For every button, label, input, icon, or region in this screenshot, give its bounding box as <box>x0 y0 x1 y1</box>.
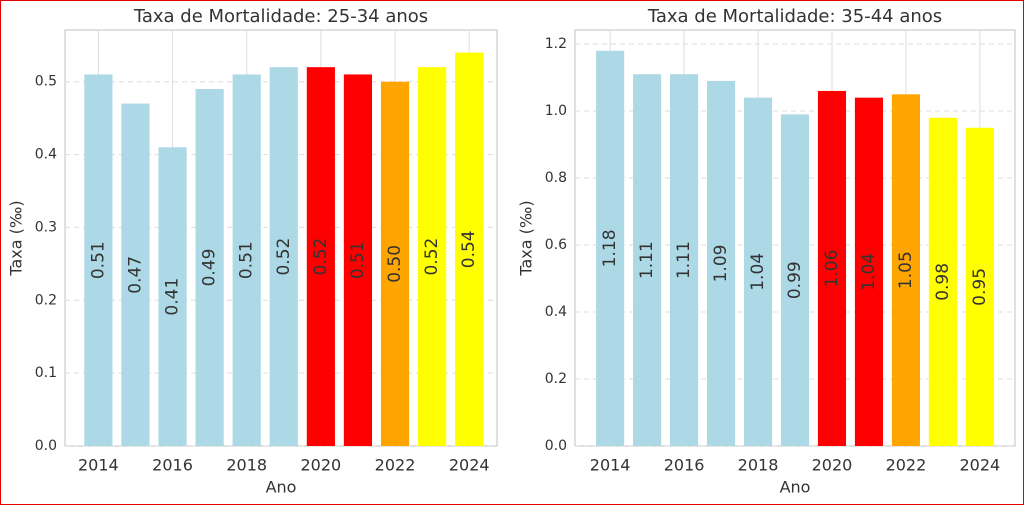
value-label: 0.52 <box>311 238 331 276</box>
y-axis-label: Taxa (‰) <box>7 200 26 276</box>
y-tick-label: 1.2 <box>545 36 567 52</box>
bar <box>121 103 150 446</box>
bar <box>343 74 373 446</box>
x-tick-label: 2014 <box>590 456 631 475</box>
y-tick-label: 0.3 <box>35 219 57 235</box>
value-label: 1.18 <box>600 229 620 267</box>
x-tick-label: 2020 <box>301 456 342 475</box>
value-label: 0.51 <box>237 241 257 279</box>
bar <box>633 74 662 447</box>
value-label: 1.09 <box>711 245 731 283</box>
value-label: 0.98 <box>933 263 953 301</box>
bar <box>306 67 335 446</box>
value-label: 0.52 <box>274 238 294 276</box>
x-tick-label: 2022 <box>375 456 416 475</box>
x-tick-label: 2018 <box>226 456 267 475</box>
bar <box>965 127 994 447</box>
value-label: 0.51 <box>348 241 368 279</box>
bar <box>232 74 261 446</box>
bar <box>380 81 410 446</box>
bar <box>707 80 736 446</box>
bar <box>84 74 113 446</box>
y-tick-label: 0.0 <box>545 438 567 454</box>
y-tick-label: 1.0 <box>545 103 567 119</box>
value-label: 0.99 <box>785 261 805 299</box>
value-label: 1.11 <box>674 241 694 279</box>
bar <box>158 147 187 447</box>
x-tick-label: 2014 <box>78 456 119 475</box>
value-label: 0.52 <box>422 238 442 276</box>
bar <box>743 97 773 446</box>
bar <box>780 114 810 447</box>
chart-title: Taxa de Mortalidade: 35-44 anos <box>647 6 942 27</box>
value-label: 0.54 <box>459 230 479 268</box>
y-tick-label: 0.4 <box>35 147 57 163</box>
y-tick-label: 0.0 <box>35 438 57 454</box>
value-label: 0.50 <box>385 245 405 283</box>
y-tick-label: 0.6 <box>545 237 567 253</box>
y-tick-label: 0.5 <box>35 74 57 90</box>
value-label: 0.41 <box>163 278 183 316</box>
y-tick-label: 0.1 <box>35 365 57 381</box>
bar <box>455 52 484 447</box>
value-label: 1.04 <box>859 253 879 291</box>
value-label: 1.11 <box>637 241 657 279</box>
bar <box>817 90 847 446</box>
bar <box>854 97 883 446</box>
x-tick-label: 2016 <box>152 456 193 475</box>
bar <box>418 67 447 446</box>
value-label: 0.47 <box>125 256 145 294</box>
y-axis-label: Taxa (‰) <box>517 200 536 276</box>
bar <box>269 67 298 446</box>
value-label: 0.51 <box>88 241 108 279</box>
x-tick-label: 2024 <box>449 456 490 475</box>
x-tick-label: 2024 <box>960 456 1001 475</box>
y-tick-label: 0.8 <box>545 170 567 186</box>
value-label: 1.05 <box>896 251 916 289</box>
x-tick-label: 2020 <box>812 456 853 475</box>
x-axis-label: Ano <box>780 478 811 497</box>
value-label: 1.04 <box>748 253 768 291</box>
chart: 0.0 0.1 0.2 0.3 0.4 0.5 2014 2016 2018 2020 2022 20… <box>7 6 498 497</box>
value-label: 0.49 <box>200 249 220 287</box>
x-axis-label: Ano <box>266 478 297 497</box>
value-label: 1.06 <box>822 250 842 288</box>
bar <box>891 94 920 447</box>
value-label: 0.95 <box>970 268 990 306</box>
x-tick-label: 2018 <box>738 456 779 475</box>
x-tick-label: 2016 <box>664 456 705 475</box>
chart: 0.0 0.2 0.4 0.6 0.8 1.0 1.2 2014 2016 2018 2020 202… <box>517 6 1016 497</box>
bar <box>928 117 957 446</box>
y-tick-label: 0.4 <box>545 304 567 320</box>
chart-title: Taxa de Mortalidade: 25-34 anos <box>133 6 428 27</box>
bar <box>195 89 224 446</box>
bar <box>670 74 699 447</box>
bar <box>596 50 625 446</box>
y-tick-label: 0.2 <box>35 292 57 308</box>
x-tick-label: 2022 <box>886 456 927 475</box>
y-tick-label: 0.2 <box>545 371 567 387</box>
